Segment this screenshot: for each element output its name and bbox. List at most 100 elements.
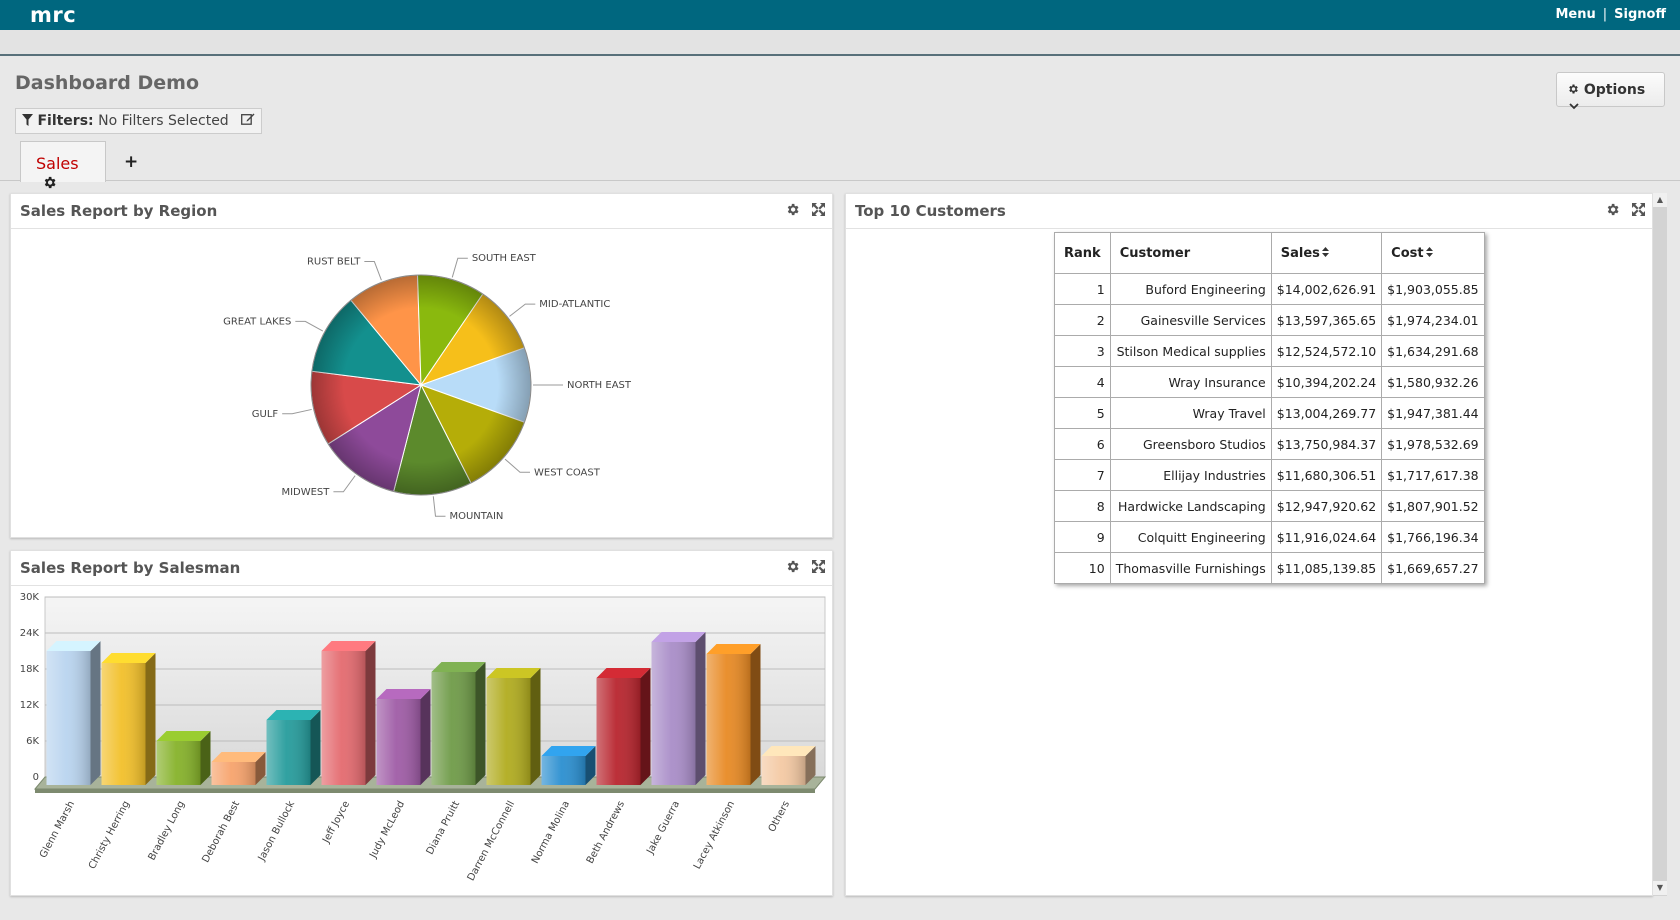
cell-rank: 4 (1054, 366, 1111, 398)
bar[interactable] (321, 641, 376, 785)
options-button[interactable]: Options (1556, 72, 1665, 110)
cell-sales: $13,750,984.37 (1270, 428, 1383, 460)
gear-icon[interactable] (1605, 202, 1620, 221)
tab-sales[interactable]: Sales (20, 141, 106, 189)
y-tick-label: 30K (20, 592, 40, 603)
tab-bar-line (0, 180, 1680, 181)
cell-customer: Buford Engineering (1109, 273, 1272, 305)
pie-leader-line (333, 475, 356, 493)
pie-leader-line (451, 257, 468, 278)
table-row[interactable]: 1 Buford Engineering $14,002,626.91 $1,903,… (1054, 273, 1485, 305)
bar[interactable] (651, 632, 706, 785)
chart-floor-edge (35, 789, 815, 793)
table-row[interactable]: 2 Gainesville Services $13,597,365.65 $1,97… (1054, 304, 1485, 336)
gear-icon[interactable] (785, 202, 800, 221)
pie-leader-line (364, 261, 382, 281)
salesman-panel: Sales Report by Salesman 0 6K 12K 18K 24K 30K… (10, 550, 833, 896)
pie-label: MIDWEST (281, 487, 330, 498)
sort-icon[interactable] (1425, 246, 1433, 261)
col-customer-header: Customer (1109, 232, 1272, 274)
brand-logo: mrc (30, 3, 77, 27)
pie-label: GREAT LAKES (223, 316, 291, 327)
y-tick-label: 12K (20, 700, 40, 711)
table-row[interactable]: 6 Greensboro Studios $13,750,984.37 $1,978,… (1054, 428, 1485, 460)
expand-icon[interactable] (811, 202, 826, 221)
cell-cost: $1,669,657.27 (1381, 552, 1485, 584)
filters-bar: Filters: No Filters Selected (15, 108, 263, 134)
top-bar: mrc Menu | Signoff (0, 0, 1680, 30)
scroll-up-arrow[interactable]: ▲ (1653, 193, 1667, 207)
bar[interactable] (266, 710, 321, 785)
sort-icon[interactable] (1321, 246, 1329, 261)
expand-icon[interactable] (1631, 202, 1646, 221)
cell-sales: $12,947,920.62 (1270, 490, 1383, 522)
bar[interactable] (486, 668, 541, 785)
bar[interactable] (541, 746, 596, 785)
customers-table: Rank Customer Sales Cost 1 Buford Enginee… (1054, 232, 1485, 584)
cell-customer: Thomasville Furnishings (1109, 552, 1272, 584)
edit-filters-icon[interactable] (241, 112, 255, 129)
gear-icon[interactable] (785, 559, 800, 578)
cell-sales: $13,004,269.77 (1270, 397, 1383, 429)
x-tick-label: Glenn Marsh (38, 799, 77, 860)
scrollbar[interactable] (1653, 194, 1667, 896)
bar[interactable] (761, 746, 816, 785)
col-cost-label: Cost (1391, 245, 1424, 261)
bar[interactable] (156, 731, 211, 785)
x-tick-label: Others (767, 799, 792, 834)
panel-tools (779, 202, 826, 221)
region-panel: Sales Report by Region NORTH EAST WEST CO… (10, 193, 833, 538)
menu-link[interactable]: Menu (1555, 7, 1596, 22)
add-tab-button[interactable]: + (124, 152, 139, 172)
table-row[interactable]: 10 Thomasville Furnishings $11,085,139.85 $… (1054, 552, 1485, 584)
cell-rank: 9 (1054, 521, 1111, 553)
gear-icon (1569, 84, 1578, 94)
y-tick-label: 18K (20, 664, 40, 675)
sub-bar (0, 30, 1680, 56)
pie-label: WEST COAST (534, 467, 601, 478)
panel-header: Sales Report by Salesman (11, 551, 832, 586)
pie-leader-line (282, 408, 312, 415)
table-row[interactable]: 3 Stilson Medical supplies $12,524,572.10 $… (1054, 335, 1485, 367)
table-row[interactable]: 4 Wray Insurance $10,394,202.24 $1,580,932.… (1054, 366, 1485, 398)
cell-customer: Wray Insurance (1109, 366, 1272, 398)
col-cost-header[interactable]: Cost (1381, 232, 1485, 274)
bar[interactable] (211, 752, 266, 785)
y-tick-label: 6K (26, 736, 39, 747)
table-row[interactable]: 8 Hardwicke Landscaping $12,947,920.62 $1,8… (1054, 490, 1485, 522)
x-tick-label: Norma Molina (530, 799, 572, 865)
cell-cost: $1,634,291.68 (1381, 335, 1485, 367)
col-sales-header[interactable]: Sales (1270, 232, 1383, 274)
cell-rank: 1 (1054, 273, 1111, 305)
table-row[interactable]: 7 Ellijay Industries $11,680,306.51 $1,717,… (1054, 459, 1485, 491)
panel-tools (1599, 202, 1646, 221)
x-tick-label: Bradley Long (147, 799, 188, 862)
cell-customer: Wray Travel (1109, 397, 1272, 429)
signoff-link[interactable]: Signoff (1614, 7, 1666, 22)
bar[interactable] (46, 641, 101, 785)
bar[interactable] (706, 644, 761, 785)
pie-leader-line (295, 320, 324, 332)
x-tick-label: Jason Bullock (256, 799, 297, 864)
table-row[interactable]: 9 Colquitt Engineering $11,916,024.64 $1,76… (1054, 521, 1485, 553)
cell-cost: $1,717,617.38 (1381, 459, 1485, 491)
gear-icon[interactable] (42, 175, 57, 190)
cell-cost: $1,974,234.01 (1381, 304, 1485, 336)
cell-cost: $1,903,055.85 (1381, 273, 1485, 305)
panel-title: Top 10 Customers (855, 202, 1006, 220)
panel-header: Sales Report by Region (11, 194, 832, 229)
expand-icon[interactable] (811, 559, 826, 578)
panel-title: Sales Report by Region (20, 202, 218, 220)
pie-label: MID-ATLANTIC (539, 299, 610, 310)
cell-customer: Colquitt Engineering (1109, 521, 1272, 553)
bar[interactable] (431, 662, 486, 785)
bar[interactable] (596, 668, 651, 785)
cell-rank: 3 (1054, 335, 1111, 367)
scroll-down-arrow[interactable]: ▼ (1653, 881, 1667, 895)
x-tick-label: Christy Herring (87, 799, 132, 871)
bar[interactable] (376, 689, 431, 785)
table-row[interactable]: 5 Wray Travel $13,004,269.77 $1,947,381.44 (1054, 397, 1485, 429)
bar[interactable] (101, 653, 156, 785)
pie-leader-line (509, 303, 536, 317)
x-tick-label: Lacey Atkinson (692, 799, 737, 871)
